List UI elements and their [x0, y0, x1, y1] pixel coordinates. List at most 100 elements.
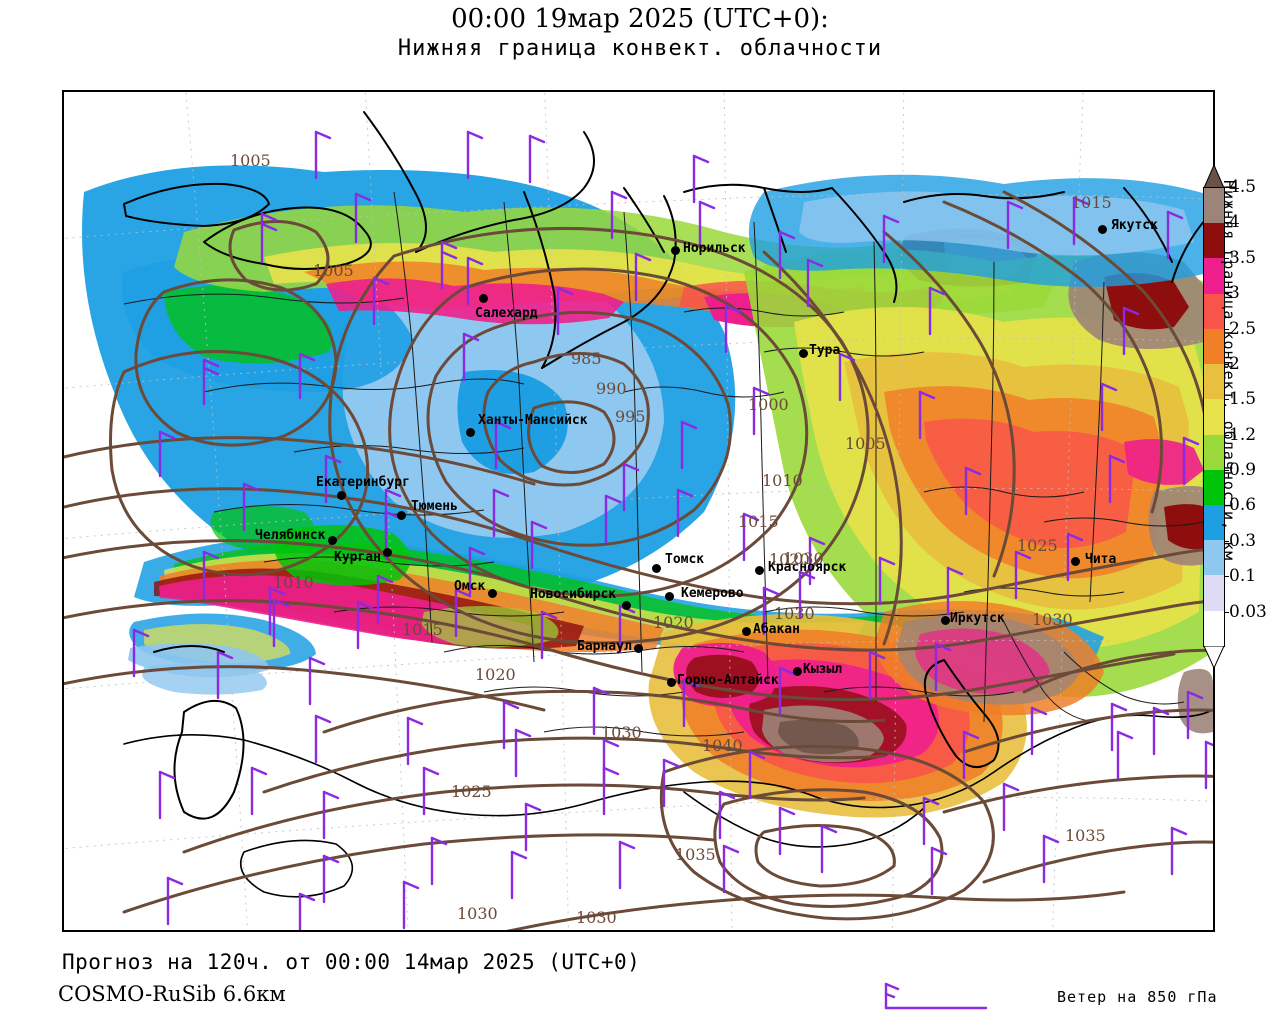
colorbar-band: [1204, 540, 1224, 576]
isobar-label: 1000: [748, 395, 789, 414]
city-label: Кемерово: [681, 586, 744, 601]
isobar-label: 1030: [601, 723, 642, 742]
city-label: Тура: [809, 343, 841, 358]
title-valid-time: 00:00 19мар 2025 (UTC+0):: [451, 4, 829, 34]
isobar-label: 1020: [475, 665, 516, 684]
colorbar-tick-mark: [1224, 328, 1229, 330]
colorbar-tick-label: 4: [1229, 212, 1240, 233]
city-marker: [799, 349, 808, 358]
isobar-label: 985: [571, 349, 602, 368]
colorbar-band: [1204, 575, 1224, 611]
city-label: Красноярск: [768, 560, 847, 575]
city-label: Чита: [1085, 552, 1117, 567]
city-label: Иркутск: [950, 611, 1005, 626]
city-label: Барнаул: [577, 639, 632, 654]
city-marker: [328, 536, 337, 545]
wind-legend: Ветер на 850 гПа: [876, 982, 1218, 1012]
colorbar-tick-label: 0.9: [1229, 460, 1257, 481]
isobar-label: 1005: [313, 261, 354, 280]
city-marker: [466, 428, 475, 437]
colorbar-tick-label: 1.5: [1229, 389, 1257, 410]
isobar-label: 1005: [230, 151, 271, 170]
colorbar-tick-label: 3: [1229, 283, 1240, 304]
colorbar-tick-mark: [1224, 257, 1229, 259]
colorbar-band: [1204, 223, 1224, 259]
city-label: Абакан: [753, 622, 800, 637]
isobar-label: 1030: [1032, 610, 1073, 629]
city-marker: [671, 246, 680, 255]
city-marker: [622, 601, 631, 610]
city-label: Омск: [454, 579, 486, 594]
city-marker: [665, 592, 674, 601]
city-label: Томск: [665, 552, 705, 567]
isobar-label: 1010: [273, 573, 314, 592]
colorbar-tick-label: 0.1: [1229, 566, 1257, 587]
city-label: Якутск: [1111, 218, 1158, 233]
colorbar-band: [1204, 188, 1224, 224]
map-canvas: [64, 92, 1213, 930]
city-label: Норильск: [683, 241, 746, 256]
isobar-label: 1035: [675, 845, 716, 864]
wind-legend-label: Ветер на 850 гПа: [1057, 988, 1218, 1006]
wind-barb-icon: [884, 982, 988, 1010]
colorbar-tick-label: 0.3: [1229, 530, 1257, 551]
isobar-label: 1025: [1017, 536, 1058, 555]
colorbar-tick-mark: [1224, 505, 1229, 507]
colorbar-band: [1204, 610, 1224, 646]
city-label: Екатеринбург: [316, 475, 410, 490]
city-marker: [742, 627, 751, 636]
colorbar-bands[interactable]: [1203, 187, 1225, 647]
isobar-label: 1020: [769, 550, 810, 569]
city-marker: [652, 564, 661, 573]
wind-barbs: [132, 130, 1213, 930]
isobar-label: 1030: [774, 604, 815, 623]
isobar-label: 990: [596, 379, 627, 398]
colorbar-tick-mark: [1224, 293, 1229, 295]
city-marker: [383, 548, 392, 557]
city-label: Горно-Алтайск: [677, 673, 779, 688]
city-label: Челябинск: [255, 528, 326, 543]
colorbar-tick-label: 1.2: [1229, 424, 1257, 445]
colorbar-tick-mark: [1224, 187, 1229, 188]
city-marker: [793, 667, 802, 676]
model-name: COSMO-RuSib 6.6км: [58, 982, 286, 1006]
city-label: Новосибирск: [530, 587, 617, 602]
colorbar-tick-label: 0.03: [1229, 601, 1267, 622]
city-marker: [634, 644, 643, 653]
weather-map[interactable]: Екатеринбург Тюмень Челябинск Курган Омск Хан…: [62, 90, 1215, 932]
colorbar-band: [1204, 469, 1224, 505]
colorbar-tick-mark: [1224, 576, 1229, 578]
colorbar-tick-label: 2: [1229, 353, 1240, 374]
title-variable-name: Нижняя граница конвект. облачности: [397, 36, 883, 61]
colorbar-tick-mark: [1224, 540, 1229, 542]
colorbar-axis-label: Нижняя граница конвект. облачности, км: [1220, 180, 1238, 562]
isobar-label: 1030: [576, 908, 617, 927]
page-title: 00:00 19мар 2025 (UTC+0): Нижняя граница…: [0, 4, 1280, 64]
colorbar[interactable]: 0.03 0.1 0.3 0.6 0.9 1.2 1.5 2 2.5 3 3.5 4 4.5: [1203, 165, 1267, 668]
city-marker: [1098, 225, 1107, 234]
colorbar-band: [1204, 434, 1224, 470]
colorbar-band: [1204, 364, 1224, 400]
colorbar-tick-mark: [1224, 363, 1229, 365]
isobar-label: 1020: [653, 613, 694, 632]
city-label: Кызыл: [803, 662, 843, 677]
colorbar-tick-label: 4.5: [1229, 177, 1257, 197]
colorbar-ticks: 0.03 0.1 0.3 0.6 0.9 1.2 1.5 2 2.5 3 3.5 4 4.5: [1224, 177, 1275, 649]
isobars: [64, 190, 1213, 930]
colorbar-tick-mark: [1224, 399, 1229, 401]
colorbar-tick-label: 2.5: [1229, 318, 1257, 339]
colorbar-tick-mark: [1224, 470, 1229, 472]
city-marker: [337, 491, 346, 500]
city-marker: [479, 294, 488, 303]
isobar-label: 1015: [402, 620, 443, 639]
colorbar-tick-label: 0.6: [1229, 495, 1257, 516]
city-marker: [397, 511, 406, 520]
isobar-label: 1040: [702, 736, 743, 755]
isobar-label: 1030: [783, 549, 824, 568]
city-label: Тюмень: [411, 499, 458, 514]
colorbar-band: [1204, 293, 1224, 329]
city-label: Салехард: [475, 306, 538, 321]
colorbar-tick-mark: [1224, 611, 1229, 613]
colorbar-tick-mark: [1224, 434, 1229, 436]
colorbar-band: [1204, 399, 1224, 435]
